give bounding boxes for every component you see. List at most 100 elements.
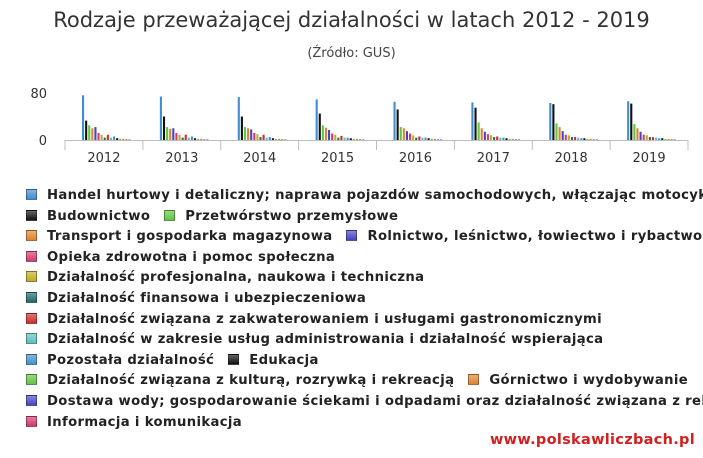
legend-entry: Górnictwo i wydobywanie [468, 371, 688, 392]
bar [633, 124, 636, 140]
bar [250, 129, 253, 140]
bar [586, 138, 589, 140]
bar [122, 138, 125, 140]
bar [100, 134, 103, 140]
chart-subtitle: (Źródło: GUS) [307, 46, 396, 61]
bar [402, 128, 405, 140]
bar [412, 135, 415, 140]
bar [558, 127, 561, 140]
x-tick-label: 2012 [87, 151, 120, 166]
bar [552, 104, 555, 140]
bar [592, 139, 595, 140]
legend-swatch [26, 271, 37, 283]
bar [499, 137, 502, 140]
bar [193, 138, 197, 140]
legend-entry: Działalność związana z kulturą, rozrywką… [26, 371, 454, 392]
chart-legend: Handel hurtowy i detaliczny; naprawa poj… [26, 186, 703, 433]
bar [508, 138, 511, 140]
legend-swatch [26, 230, 37, 242]
bar [259, 137, 262, 140]
bar [247, 128, 250, 140]
legend-swatch [164, 209, 176, 221]
legend-label: Transport i gospodarka magazynowa [47, 229, 333, 245]
chart-title: Rodzaje przeważającej działalności w lat… [53, 8, 650, 32]
bar [162, 116, 166, 140]
bar [396, 109, 399, 140]
bar [106, 134, 109, 140]
legend-label: Działalność profesjonalna, naukowa i tec… [47, 270, 425, 286]
bar [85, 120, 88, 140]
legend-entry: Przetwórstwo przemysłowe [164, 207, 398, 228]
legend-label: Przetwórstwo przemysłowe [185, 208, 399, 224]
legend-entry: Transport i gospodarka magazynowa [26, 227, 332, 248]
legend-entry: Działalność związana z zakwaterowaniem i… [26, 310, 602, 331]
legend-swatch [26, 291, 37, 303]
bar [284, 139, 287, 140]
bar [642, 134, 645, 140]
legend-entry: Handel hurtowy i detaliczny; naprawa poj… [26, 186, 703, 207]
bar [315, 99, 318, 140]
bar [103, 137, 106, 140]
bar [243, 127, 247, 140]
bar [274, 138, 278, 140]
bar [203, 139, 206, 140]
legend-row: Działalność profesjonalna, naukowa i tec… [26, 268, 703, 289]
bar [324, 127, 328, 140]
bar [405, 131, 408, 140]
legend-swatch [26, 415, 37, 427]
legend-row: Działalność finansowa i ubezpieczeniowa [26, 289, 703, 310]
bar [82, 95, 85, 140]
bar [268, 137, 271, 140]
legend-row: Dostawa wody; gospodarowanie ściekami i … [26, 392, 703, 413]
y-tick-label: 0 [39, 134, 47, 149]
legend-entry: Dostawa wody; gospodarowanie ściekami i … [26, 392, 703, 413]
bar [109, 137, 112, 140]
bar [480, 128, 483, 140]
bar [655, 137, 658, 140]
bar [200, 138, 203, 140]
bar [577, 137, 580, 140]
legend-entry: Edukacja [228, 351, 319, 372]
bar [265, 137, 268, 140]
legend-swatch [346, 230, 358, 242]
legend-swatch [26, 374, 37, 386]
bar [355, 138, 359, 140]
bar [113, 136, 116, 140]
bar [496, 136, 499, 140]
legend-entry: Działalność finansowa i ubezpieczeniowa [26, 289, 366, 310]
bar [418, 136, 421, 140]
bar [181, 137, 184, 140]
bar [318, 113, 321, 140]
bar [237, 97, 240, 140]
watermark: www.polskawliczbach.pl [489, 432, 695, 448]
bar [128, 139, 131, 140]
bar [262, 134, 265, 140]
bar [331, 133, 334, 140]
bar [97, 132, 100, 140]
bar [580, 138, 583, 140]
bar [567, 135, 570, 140]
bar [346, 137, 349, 140]
bar [627, 101, 630, 140]
legend-row: Budownictwo Przetwórstwo przemysłowe [26, 207, 703, 228]
bar [187, 137, 190, 140]
bar [424, 137, 427, 140]
legend-entry: Opieka zdrowotna i pomoc społeczna [26, 248, 335, 269]
bar [197, 138, 200, 140]
legend-swatch [26, 209, 37, 221]
bar [471, 102, 474, 140]
bar [505, 138, 508, 140]
bar [91, 128, 94, 140]
bar [645, 135, 648, 140]
bar [278, 138, 281, 140]
bar [502, 137, 505, 140]
x-tick-label: 2013 [165, 151, 198, 166]
bar [430, 138, 433, 140]
legend-row: Handel hurtowy i detaliczny; naprawa poj… [26, 186, 703, 207]
bar [440, 139, 443, 140]
bar [667, 138, 670, 140]
bar [639, 131, 642, 140]
bar [362, 139, 365, 140]
y-tick-label: 80 [30, 87, 47, 102]
bar [483, 131, 486, 140]
